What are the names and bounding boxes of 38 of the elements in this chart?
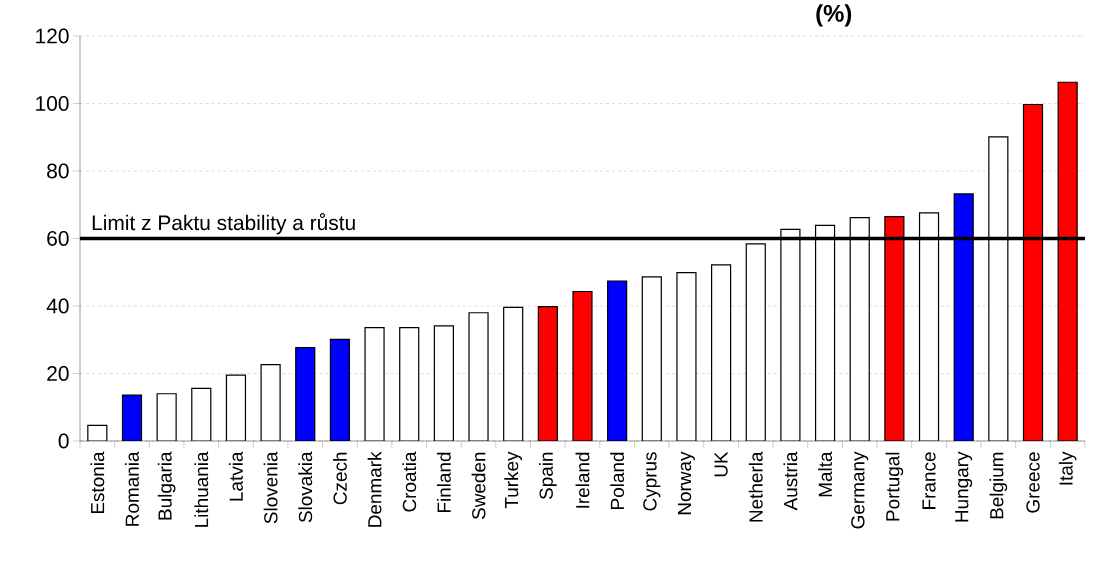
y-tick-label: 100 bbox=[36, 96, 69, 111]
x-tick-label: Bulgaria bbox=[157, 451, 176, 520]
x-tick-label: Turkey bbox=[504, 451, 522, 509]
y-tick-label: 120 bbox=[36, 28, 69, 44]
x-tick-label: Latvia bbox=[228, 451, 243, 501]
y-tick-label: 60 bbox=[47, 231, 69, 246]
x-tick-label: Poland bbox=[610, 452, 625, 509]
x-tick-label: Spain bbox=[539, 452, 557, 500]
y-tick-label: 40 bbox=[46, 298, 69, 314]
x-tick-label: Hungary bbox=[955, 451, 973, 522]
x-tick-label: Croatia bbox=[402, 451, 417, 512]
x-tick-label: Belgium bbox=[989, 452, 1008, 519]
x-tick-label: Norway bbox=[677, 451, 695, 515]
x-tick-label: France bbox=[922, 452, 936, 509]
y-tick-label: 20 bbox=[47, 366, 69, 381]
x-tick-label: Austria bbox=[783, 451, 798, 511]
x-tick-label: Germany bbox=[851, 451, 869, 529]
x-tick-label: Lithuania bbox=[194, 451, 209, 527]
x-tick-label: Estonia bbox=[90, 451, 105, 514]
y-tick-label: 80 bbox=[47, 163, 69, 179]
x-tick-label: Czech bbox=[332, 452, 347, 505]
x-tick-label: Malta bbox=[818, 451, 833, 497]
ref-line-label: Limit z Paktu stability a růstu bbox=[92, 213, 355, 235]
x-tick-label: Italy bbox=[1058, 451, 1077, 485]
x-tick-label: Romania bbox=[125, 451, 139, 526]
x-tick-label: Greece bbox=[1026, 452, 1040, 513]
x-tick-label: Sweden bbox=[471, 452, 486, 520]
x-tick-label: Cyprus bbox=[643, 452, 661, 511]
x-tick-label: Denmark bbox=[367, 451, 382, 527]
x-tick-label: Ireland bbox=[575, 452, 590, 508]
x-tick-label: Slovenia bbox=[263, 451, 278, 524]
x-tick-label: Finland bbox=[436, 452, 451, 513]
chart-title: (%) bbox=[816, 4, 852, 27]
x-tick-label: Netherla bbox=[748, 451, 763, 522]
x-tick-label: Slovakia bbox=[298, 451, 313, 523]
y-tick-label: 0 bbox=[58, 433, 69, 449]
x-tick-label: Portugal bbox=[885, 452, 904, 521]
x-tick-label: UK bbox=[714, 451, 728, 477]
